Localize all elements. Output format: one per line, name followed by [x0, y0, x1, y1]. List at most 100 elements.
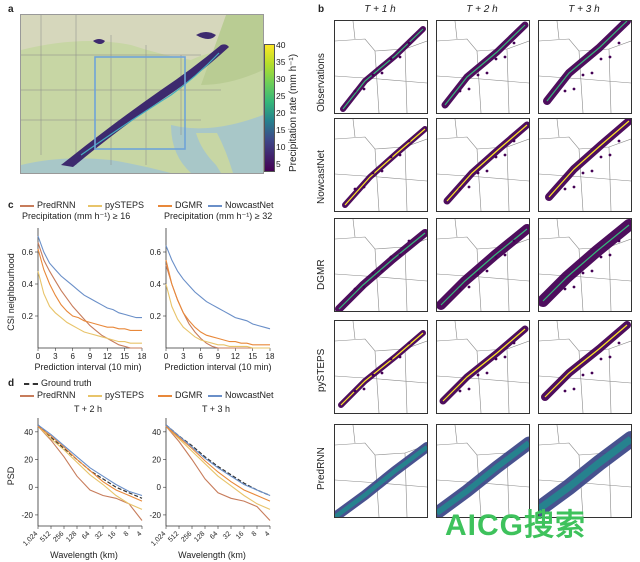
- nowcast-tile-dgmr-t3: [538, 218, 632, 312]
- x-tick-label: 8: [123, 530, 131, 538]
- x-tick-label: 15: [120, 352, 129, 361]
- y-tick-label: 0.2: [22, 312, 34, 321]
- nowcast-tile-predrnn-t1: [334, 424, 428, 518]
- series-line-pysteps: [37, 271, 142, 344]
- y-tick-label: 0: [157, 483, 162, 492]
- legend-d-pysteps: pySTEPS: [88, 390, 144, 400]
- nowcast-tile-observations-t1: [334, 20, 428, 114]
- series-line-ground-truth: [165, 424, 271, 497]
- y-tick-label: 20: [152, 456, 161, 465]
- y-tick-label: 40: [152, 428, 161, 437]
- x-tick-label: 18: [266, 352, 275, 361]
- nowcast-tile-observations-t3: [538, 20, 632, 114]
- colorbar: [264, 44, 275, 172]
- x-tick-label: 4: [136, 530, 144, 538]
- nowcast-tile-nowcastnet-t1: [334, 118, 428, 212]
- x-axis-label: Wavelength (km): [178, 550, 246, 560]
- nowcast-tile-predrnn-t3: [538, 424, 632, 518]
- series-line-nowcastnet: [37, 235, 142, 319]
- x-tick-label: 32: [94, 530, 105, 541]
- x-tick-label: 18: [138, 352, 147, 361]
- charts-layer: Precipitation (mm h⁻¹) ≥ 16 0 3 6 9 12 15 18 0.2…: [6, 211, 275, 560]
- legend-d-ground-truth: Ground truth: [24, 378, 92, 388]
- x-tick-label: 9: [216, 352, 221, 361]
- x-tick-label: 9: [88, 352, 93, 361]
- nowcast-tile-nowcastnet-t3: [538, 118, 632, 212]
- legend-c-nowcastnet: NowcastNet: [208, 200, 274, 210]
- series-line-pysteps: [165, 425, 271, 510]
- series-line-dgmr: [165, 425, 271, 502]
- x-axis-label: Wavelength (km): [50, 550, 118, 560]
- y-tick-label: -20: [21, 511, 33, 520]
- y-axis-label: PSD: [6, 466, 16, 485]
- series-line-dgmr: [37, 248, 142, 331]
- chart-title: T + 3 h: [202, 404, 230, 414]
- legend-c-predrnn: PredRNN: [20, 200, 76, 210]
- nowcast-tile-pysteps-t3: [538, 320, 632, 414]
- y-tick-label: 0.6: [22, 248, 34, 257]
- x-tick-label: 8: [251, 530, 259, 538]
- nowcast-tile-predrnn-t2: [436, 424, 530, 518]
- legend-d-dgmr: DGMR: [158, 390, 203, 400]
- column-header-t1: T + 1 h: [364, 4, 396, 15]
- series-line-predrnn: [165, 425, 271, 521]
- column-header-t3: T + 3 h: [568, 4, 600, 15]
- nowcast-tile-dgmr-t2: [436, 218, 530, 312]
- panel-label-d: d: [8, 378, 15, 389]
- series-line-ground-truth: [37, 424, 143, 499]
- legend-c-dgmr: DGMR: [158, 200, 203, 210]
- x-tick-label: 64: [81, 530, 92, 541]
- chart-title: T + 2 h: [74, 404, 102, 414]
- y-tick-label: 0: [29, 483, 34, 492]
- series-line-dgmr: [37, 425, 143, 502]
- series-line-nowcastnet: [37, 424, 143, 497]
- row-header-predrnn: PredRNN: [316, 447, 327, 490]
- x-tick-label: 256: [52, 530, 65, 543]
- series-line-predrnn: [37, 425, 143, 521]
- x-tick-label: 4: [264, 530, 272, 538]
- y-tick-label: 20: [24, 456, 33, 465]
- x-tick-label: 128: [193, 530, 206, 543]
- x-tick-label: 0: [164, 352, 169, 361]
- legend-d-predrnn: PredRNN: [20, 390, 76, 400]
- panel-label-a: a: [8, 4, 14, 15]
- colorbar-tick: 20: [276, 108, 286, 118]
- row-header-nowcastnet: NowcastNet: [316, 150, 327, 204]
- y-tick-label: 0.4: [150, 280, 162, 289]
- y-tick-label: -20: [149, 511, 161, 520]
- nowcast-tile-pysteps-t2: [436, 320, 530, 414]
- row-header-observations: Observations: [316, 53, 327, 112]
- series-line-pysteps: [165, 283, 270, 349]
- us-map-graphic: [21, 15, 263, 173]
- nowcast-tile-pysteps-t1: [334, 320, 428, 414]
- panel-label-b: b: [318, 4, 325, 15]
- x-tick-label: 512: [39, 530, 52, 543]
- y-tick-label: 0.2: [150, 312, 162, 321]
- x-tick-label: 3: [53, 352, 58, 361]
- x-tick-label: 512: [167, 530, 180, 543]
- panel-label-c: c: [8, 200, 14, 211]
- colorbar-tick: 10: [276, 142, 286, 152]
- colorbar-tick: 30: [276, 74, 286, 84]
- us-map: [20, 14, 264, 174]
- x-tick-label: 128: [65, 530, 78, 543]
- x-tick-label: 256: [180, 530, 193, 543]
- y-tick-label: 0.6: [150, 248, 162, 257]
- colorbar-tick: 40: [276, 40, 286, 50]
- series-line-dgmr: [165, 259, 270, 346]
- colorbar-tick: 5: [276, 159, 281, 169]
- colorbar-tick: 25: [276, 91, 286, 101]
- series-line-nowcastnet: [165, 245, 271, 330]
- x-tick-label: 12: [231, 352, 240, 361]
- nowcast-tile-nowcastnet-t2: [436, 118, 530, 212]
- colorbar-tick: 15: [276, 125, 286, 135]
- x-tick-label: 15: [248, 352, 257, 361]
- row-header-dgmr: DGMR: [316, 259, 327, 290]
- x-tick-label: 0: [36, 352, 41, 361]
- y-axis-label: CSI neighbourhood: [6, 253, 16, 331]
- x-axis-label: Prediction interval (10 min): [34, 362, 141, 372]
- chart-title: Precipitation (mm h⁻¹) ≥ 16: [22, 211, 130, 221]
- x-axis-label: Prediction interval (10 min): [164, 362, 271, 372]
- x-tick-label: 16: [235, 530, 246, 541]
- nowcast-tile-dgmr-t1: [334, 218, 428, 312]
